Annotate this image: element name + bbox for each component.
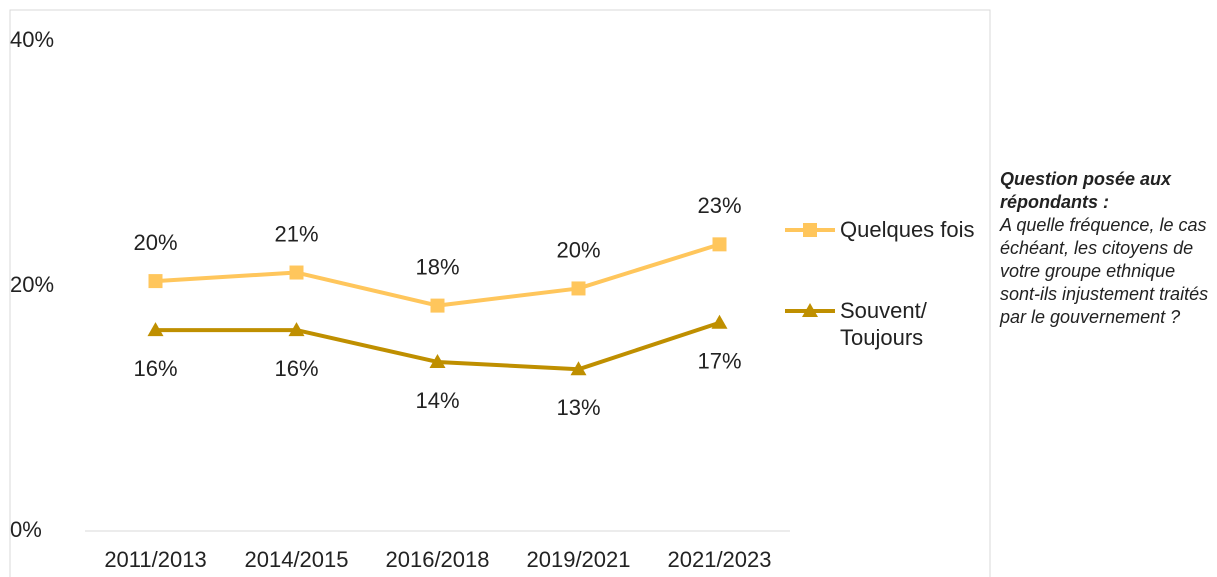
data-label: 13% [556, 395, 600, 420]
marker [570, 361, 587, 376]
x-tick-label: 2019/2021 [527, 547, 631, 572]
data-label: 20% [556, 237, 600, 262]
marker [430, 298, 445, 313]
data-label: 14% [415, 388, 459, 413]
marker [289, 265, 304, 280]
note: Question posée aux répondants : A quelle… [1000, 168, 1215, 329]
marker [802, 303, 818, 317]
data-label: 20% [133, 230, 177, 255]
y-tick-label: 0% [10, 517, 42, 542]
note-title: Question posée aux répondants : [1000, 169, 1172, 212]
data-label: 18% [415, 254, 459, 279]
marker [147, 322, 164, 337]
marker [711, 314, 728, 329]
marker [712, 237, 727, 252]
marker [571, 281, 586, 296]
data-label: 23% [697, 193, 741, 218]
x-tick-label: 2021/2023 [668, 547, 772, 572]
x-tick-label: 2011/2013 [104, 547, 206, 572]
note-text: A quelle fréquence, le cas échéant, les … [1000, 215, 1209, 327]
x-tick-label: 2014/2015 [245, 547, 349, 572]
legend-label: Quelques fois [840, 217, 975, 242]
data-label: 17% [697, 349, 741, 374]
data-label: 16% [274, 356, 318, 381]
data-label: 21% [274, 221, 318, 246]
marker [429, 353, 446, 368]
data-label: 16% [133, 356, 177, 381]
marker [148, 274, 163, 289]
legend-label: Souvent/ Toujours [840, 298, 927, 350]
y-tick-label: 40% [10, 27, 54, 52]
chart-border [9, 9, 991, 577]
x-tick-label: 2016/2018 [386, 547, 490, 572]
marker [288, 322, 305, 337]
y-tick-label: 20% [10, 272, 54, 297]
marker [803, 223, 817, 237]
